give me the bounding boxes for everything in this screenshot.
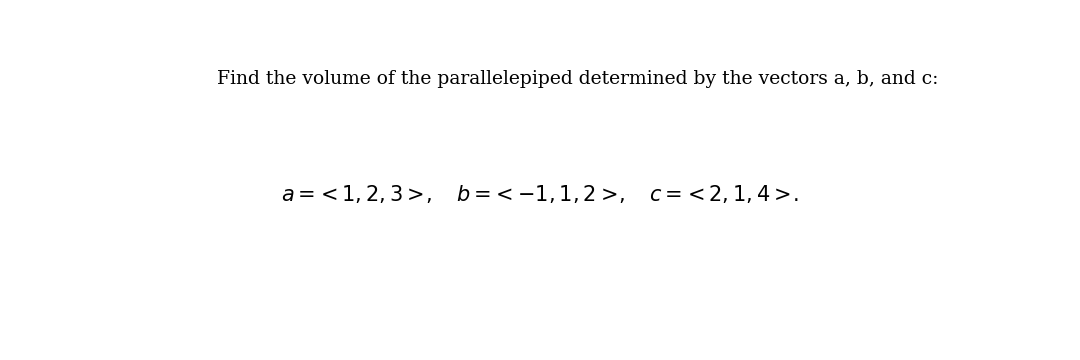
Text: Find the volume of the parallelepiped determined by the vectors a, b, and c:: Find the volume of the parallelepiped de…	[217, 70, 939, 88]
Text: $a =\!< 1, 2, 3 >\!,\quad b =\!< -1, 1, 2 >\!,\quad c =\!< 2, 1, 4 >\!.$: $a =\!< 1, 2, 3 >\!,\quad b =\!< -1, 1, …	[281, 183, 799, 206]
